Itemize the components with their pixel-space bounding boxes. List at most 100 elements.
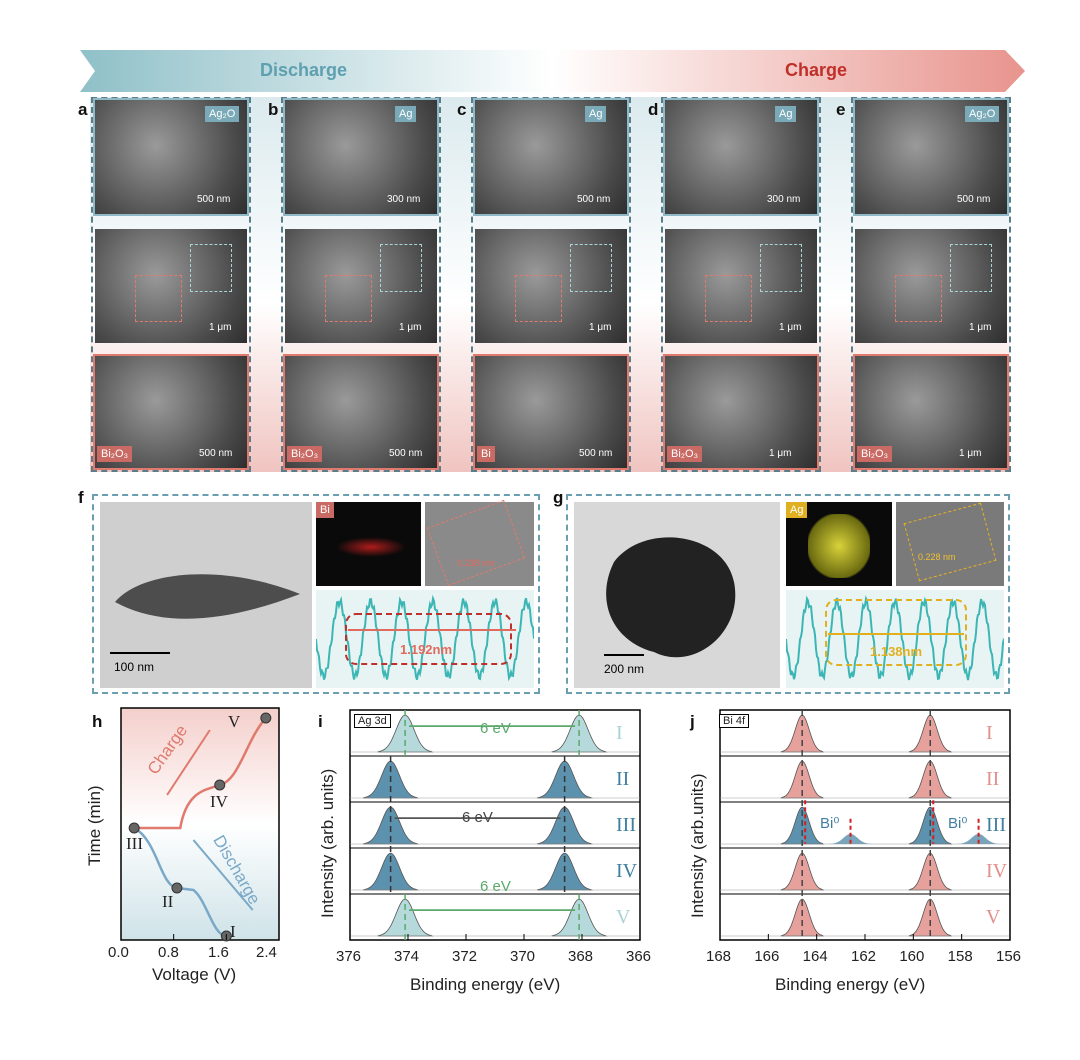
sem-column-3	[471, 97, 631, 472]
ag-map-tag: Ag	[786, 502, 808, 518]
sem-top-scale-1: 500 nm	[197, 194, 231, 205]
bi-line-profile	[316, 590, 534, 688]
panel-label-a: a	[78, 100, 88, 119]
panel-label-b: b	[268, 100, 279, 119]
sem-mid-scale-2: 1 μm	[399, 322, 422, 333]
sem-column-1	[91, 97, 251, 472]
chart-i-ylabel: Intensity (arb. units)	[318, 768, 337, 918]
tem-panel-g	[566, 494, 1010, 694]
chart-j-bi0-label-1: Bi⁰	[820, 815, 840, 832]
sem-top-tag-5: Ag₂O	[965, 106, 1000, 122]
bi-particle-shape	[115, 574, 300, 619]
chart-i-xtick-4: 368	[568, 948, 594, 965]
chart-i-xtick-5: 366	[626, 948, 652, 965]
sem-bottom-scale-5: 1 μm	[959, 448, 982, 459]
bi-map-signal	[336, 537, 406, 557]
chart-h-xtick-3: 2.4	[256, 944, 277, 961]
scale-label-g: 200 nm	[604, 662, 645, 676]
sem-image-3-2	[475, 229, 627, 343]
chart-h-point-III	[128, 822, 140, 834]
sem-mid-scale-5: 1 μm	[969, 322, 992, 333]
chart-i-title: Ag 3d	[354, 714, 391, 728]
ag-profile-label: 1.138nm	[870, 644, 923, 659]
chart-j-xlabel: Binding energy (eV)	[775, 975, 926, 994]
discharge-charge-banner	[80, 50, 1025, 92]
sem-zoom-box-bi-5	[895, 275, 942, 322]
sem-column-4	[661, 97, 821, 472]
ag-line-profile	[786, 590, 1004, 688]
sem-image-4-2	[665, 229, 817, 343]
panel-label-c: c	[457, 100, 467, 119]
sem-image-1-2	[95, 229, 247, 343]
chart-j-ylabel: Intensity (arb.units)	[688, 773, 707, 918]
sem-bottom-scale-3: 500 nm	[579, 448, 613, 459]
chart-j-xtick-2: 164	[802, 948, 828, 965]
chart-h-xtick-2: 1.6	[208, 944, 229, 961]
chart-j-row-label-IV: IV	[986, 860, 1008, 882]
ag-lattice-box	[903, 502, 997, 582]
sem-zoom-box-ag-3	[570, 244, 612, 292]
chart-h-point-IV	[214, 779, 226, 791]
chart-j-row-label-II: II	[986, 768, 1000, 790]
chart-j-xtick-4: 160	[899, 948, 925, 965]
chart-i-row-label-IV: IV	[616, 860, 638, 882]
chart-h-xtick-1: 0.8	[158, 944, 179, 961]
chart-h-point-label-V: V	[228, 712, 241, 731]
sem-top-scale-2: 300 nm	[387, 194, 421, 205]
chart-j-xtick-5: 158	[947, 948, 973, 965]
sem-top-tag-3: Ag	[585, 106, 607, 122]
chart-i-row-label-II: II	[616, 768, 630, 790]
sem-bottom-scale-4: 1 μm	[769, 448, 792, 459]
chart-j-peak-row5-1	[780, 898, 825, 937]
tem-panel-f	[92, 494, 540, 694]
sem-top-tag-2: Ag	[395, 106, 417, 122]
ag-map-signal	[808, 514, 870, 578]
sem-top-scale-5: 500 nm	[957, 194, 991, 205]
chart-i-xtick-2: 372	[452, 948, 478, 965]
sem-mid-scale-1: 1 μm	[209, 322, 232, 333]
chart-i-xtick-1: 374	[394, 948, 420, 965]
scale-bar-g	[604, 654, 644, 656]
sem-image-2-2	[285, 229, 437, 343]
sem-bottom-tag-1: Bi₂O₃	[97, 446, 133, 462]
bi-lattice-label: 0.238 nm	[457, 558, 495, 568]
chart-h-charge-arrow	[166, 729, 211, 796]
chart-j-xtick-0: 168	[706, 948, 732, 965]
chart-j-bi0-peak-1	[829, 833, 872, 844]
tem-image-f: 100 nm	[100, 502, 312, 688]
panel-label-h: h	[92, 712, 103, 731]
chart-h-point-label-IV: IV	[210, 792, 228, 811]
panel-label-g: g	[553, 488, 564, 507]
chart-j	[719, 709, 1011, 941]
sem-column-2	[281, 97, 441, 472]
sem-zoom-box-ag-1	[190, 244, 232, 292]
scale-bar-f	[110, 652, 170, 654]
chart-j-bi0-peak-2	[957, 833, 1000, 844]
sem-top-tag-4: Ag	[775, 106, 797, 122]
chart-h-discharge-arrow	[192, 839, 254, 911]
chart-h-point-label-I: I	[230, 922, 236, 941]
chart-i-xtick-0: 376	[336, 948, 362, 965]
chart-j-title: Bi 4f	[719, 714, 750, 728]
chart-h-ylabel: Time (min)	[85, 785, 104, 866]
panel-label-i: i	[318, 712, 323, 731]
chart-j-peak-row5-2	[908, 898, 953, 937]
sem-mid-scale-4: 1 μm	[779, 322, 802, 333]
ag-particle-shape	[606, 537, 736, 658]
chart-h	[120, 707, 280, 942]
chart-i-row-label-III: III	[616, 814, 636, 836]
sem-bottom-tag-2: Bi₂O₃	[287, 446, 323, 462]
bi-element-map: Bi	[316, 502, 421, 586]
chart-i-xlabel: Binding energy (eV)	[410, 975, 561, 994]
sem-zoom-box-bi-4	[705, 275, 752, 322]
panel-label-j: j	[690, 712, 695, 731]
chart-h-point-label-III: III	[126, 834, 143, 853]
ag-lattice-label: 0.228 nm	[918, 552, 956, 562]
sem-bottom-scale-1: 500 nm	[199, 448, 233, 459]
scale-label-f: 100 nm	[114, 660, 155, 674]
sem-top-scale-3: 500 nm	[577, 194, 611, 205]
sem-top-tag-1: Ag₂O	[205, 106, 240, 122]
chart-j-bi0-label-2: Bi⁰	[948, 815, 968, 832]
chart-h-point-label-II: II	[162, 892, 174, 911]
chart-i-annotation-1: 6 eV	[480, 720, 511, 737]
